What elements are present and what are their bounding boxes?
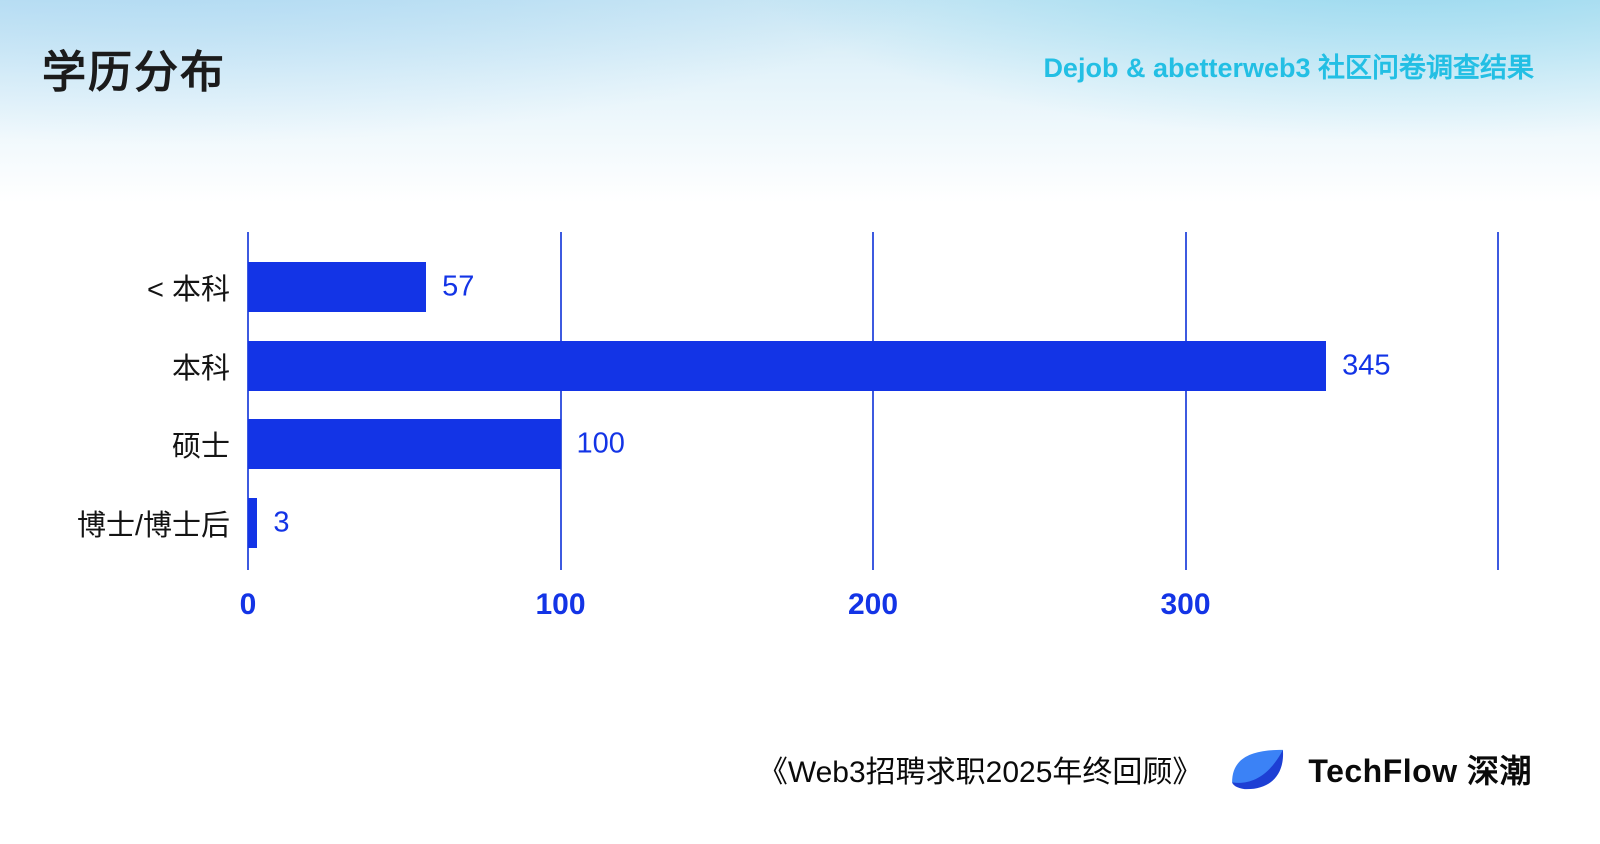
gridline: [872, 232, 874, 570]
bar: 3: [248, 497, 290, 548]
x-tick-label: 300: [1160, 588, 1211, 621]
bar: 345: [248, 340, 1391, 391]
value-label: 345: [1342, 349, 1391, 382]
x-axis: 0 100 200 300: [240, 588, 1498, 628]
source-title: 《Web3招聘求职2025年终回顾》: [757, 756, 1203, 789]
gridline: [559, 232, 562, 570]
category-label: < 本科: [147, 274, 230, 306]
bar-row: 本科 345: [172, 340, 1498, 391]
x-tick-label: 0: [239, 588, 257, 621]
value-label: 3: [273, 506, 290, 539]
category-label: 博士/博士后: [76, 509, 230, 542]
footer: 《Web3招聘求职2025年终回顾》 TechFlow 深潮: [758, 746, 1532, 792]
x-tick-label: 200: [847, 588, 899, 621]
bar-row: 博士/博士后 3: [77, 497, 1498, 548]
bar-rows: < 本科 57 本科 345 硕士 100 博士/博士后 3: [77, 232, 1498, 570]
chart-subtitle: Dejob & abetterweb3 社区问卷调查结果: [1043, 53, 1534, 83]
bar-row: 硕士 100: [172, 419, 1498, 470]
category-label: 本科: [171, 352, 230, 385]
bar: 57: [248, 262, 474, 312]
category-label: 硕士: [171, 431, 230, 464]
bar: 100: [248, 419, 625, 470]
page-title: 学历分布: [42, 48, 226, 97]
gridline: [1184, 232, 1187, 570]
value-label: 100: [576, 427, 625, 460]
value-label: 57: [442, 270, 475, 303]
brand-name: TechFlow 深潮: [1308, 753, 1532, 789]
techflow-logo-icon: [1228, 746, 1286, 792]
gridline: [247, 232, 249, 570]
x-tick-label: 100: [535, 588, 586, 621]
bar-row: < 本科 57: [147, 262, 1498, 312]
bar-chart: < 本科 57 本科 345 硕士 100 博士/博士后 3: [77, 232, 1499, 570]
gridline: [1497, 232, 1499, 570]
